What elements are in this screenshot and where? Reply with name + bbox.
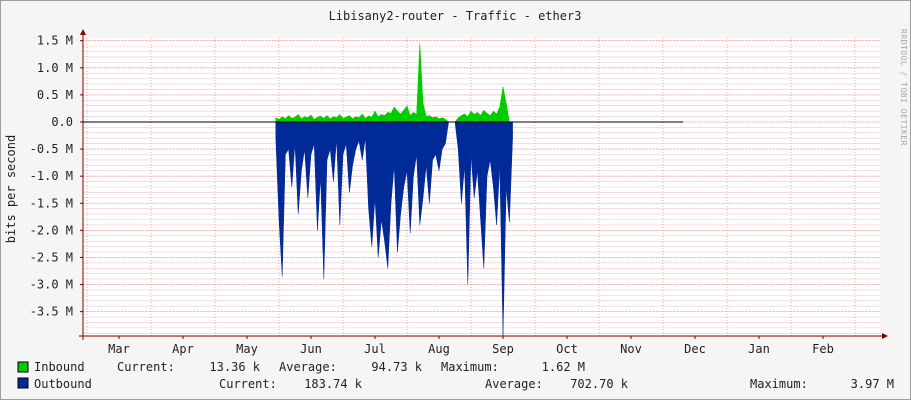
legend-outbound-average: 702.70 k — [570, 377, 629, 391]
side-label: RRDTOOL / TOBI OETIKER — [899, 29, 908, 146]
y-tick-label: 1.5 M — [37, 34, 73, 48]
legend-outbound-maximum: 3.97 M — [851, 377, 894, 391]
y-tick-label: -1.0 M — [30, 169, 73, 183]
legend-inbound-name: Inbound — [34, 360, 85, 374]
y-tick-label: -3.5 M — [30, 305, 73, 319]
x-tick-label: Jul — [364, 342, 386, 356]
y-axis-label: bits per second — [4, 135, 18, 243]
x-tick-label: Oct — [556, 342, 578, 356]
x-tick-label: Aug — [428, 342, 450, 356]
x-tick-label: Dec — [684, 342, 706, 356]
series-area-outbound — [275, 121, 513, 337]
series-area-inbound — [275, 43, 510, 123]
x-tick-label: Jun — [300, 342, 322, 356]
x-tick-label: Jan — [748, 342, 770, 356]
y-tick-label: -1.5 M — [30, 196, 73, 210]
legend-inbound-current-label: Current: — [117, 360, 175, 374]
x-axis-arrow — [882, 333, 888, 339]
legend-outbound-current: 183.74 k — [304, 377, 363, 391]
x-tick-label: May — [236, 342, 258, 356]
x-tick-label: Feb — [812, 342, 834, 356]
legend-inbound-maximum-label: Maximum: — [441, 360, 499, 374]
y-tick-label: -3.0 M — [30, 278, 73, 292]
legend-outbound-maximum-label: Maximum: — [750, 377, 808, 391]
x-tick-label: Mar — [108, 342, 130, 356]
y-tick-label: 0.5 M — [37, 88, 73, 102]
y-tick-label: -0.5 M — [30, 142, 73, 156]
x-tick-label: Apr — [172, 342, 194, 356]
legend-inbound-current: 13.36 k — [209, 360, 260, 374]
legend-outbound-average-label: Average: — [485, 377, 543, 391]
legend-inbound-average: 94.73 k — [371, 360, 422, 374]
y-ticks: 1.5 M 1.0 M 0.5 M 0.0 -0.5 M -1.0 M -1.5 M -2.0… — [30, 34, 83, 319]
inbound-swatch — [17, 361, 29, 373]
outbound-swatch — [17, 377, 29, 389]
legend-inbound-maximum: 1.62 M — [542, 360, 585, 374]
legend-outbound-name: Outbound — [34, 377, 92, 391]
data-areas — [275, 43, 513, 337]
grid — [83, 38, 880, 336]
x-tick-label: Nov — [620, 342, 642, 356]
y-tick-label: -2.5 M — [30, 250, 73, 264]
axes — [79, 29, 888, 340]
x-ticks: Mar Apr May Jun Jul Aug Sep Oct Nov Dec Jan Feb — [108, 336, 834, 356]
y-tick-label: 0.0 — [51, 115, 73, 129]
y-axis-arrow — [80, 29, 86, 35]
legend-outbound-current-label: Current: — [219, 377, 277, 391]
chart-title: Libisany2-router - Traffic - ether3 — [329, 9, 582, 23]
y-tick-label: 1.0 M — [37, 61, 73, 75]
y-tick-label: -2.0 M — [30, 223, 73, 237]
legend-inbound-average-label: Average: — [279, 360, 337, 374]
x-tick-label: Sep — [492, 342, 514, 356]
